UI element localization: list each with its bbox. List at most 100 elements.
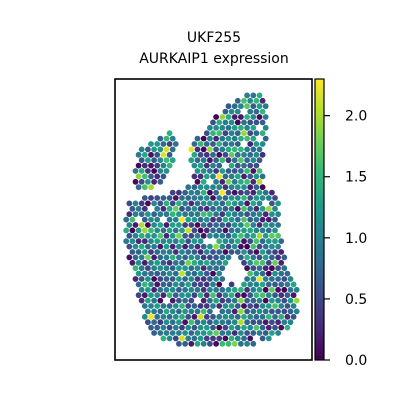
tissue-spot bbox=[262, 308, 269, 315]
tissue-spot bbox=[207, 200, 213, 207]
tissue-spot bbox=[213, 297, 220, 304]
tissue-spot bbox=[154, 227, 161, 234]
tissue-spot bbox=[141, 249, 148, 255]
tissue-spot bbox=[219, 265, 226, 272]
tissue-spot bbox=[253, 249, 260, 255]
tissue-spot bbox=[135, 173, 142, 180]
tissue-spot bbox=[219, 276, 226, 282]
colorbar-tick-label: 1.5 bbox=[345, 170, 367, 186]
tissue-spot bbox=[151, 265, 158, 272]
tissue-spot bbox=[185, 270, 192, 277]
tissue-spot bbox=[269, 297, 275, 304]
tissue-spot bbox=[166, 270, 173, 277]
tissue-spot bbox=[259, 130, 266, 137]
tissue-spot bbox=[191, 259, 198, 266]
tissue-spot bbox=[253, 324, 260, 331]
tissue-spot bbox=[138, 286, 145, 293]
tissue-spot bbox=[138, 265, 145, 272]
tissue-spot bbox=[216, 162, 223, 169]
tissue-spot bbox=[253, 270, 260, 277]
tissue-spot bbox=[253, 195, 260, 201]
tissue-spot bbox=[141, 238, 148, 245]
tissue-spot bbox=[129, 227, 136, 234]
tissue-spot bbox=[210, 205, 216, 212]
tissue-spot bbox=[256, 103, 263, 110]
tissue-spot bbox=[203, 292, 210, 299]
tissue-spot bbox=[269, 265, 275, 272]
tissue-spot bbox=[265, 205, 272, 212]
tissue-spot bbox=[148, 216, 154, 223]
tissue-spot bbox=[219, 168, 226, 174]
tissue-spot bbox=[191, 292, 198, 299]
tissue-spot bbox=[163, 157, 170, 164]
tissue-spot bbox=[203, 216, 210, 223]
tissue-spot bbox=[219, 254, 226, 261]
tissue-spot bbox=[157, 211, 164, 218]
tissue-spot bbox=[191, 227, 198, 234]
tissue-spot bbox=[185, 259, 192, 266]
tissue-spot bbox=[163, 200, 170, 207]
tissue-spot bbox=[185, 195, 192, 201]
tissue-spot bbox=[284, 313, 291, 320]
tissue-spot bbox=[176, 211, 182, 218]
tissue-spot bbox=[210, 313, 216, 320]
tissue-spot bbox=[135, 259, 142, 266]
tissue-spot bbox=[185, 303, 192, 309]
tissue-spot bbox=[238, 124, 244, 131]
tissue-spot bbox=[222, 313, 229, 320]
tissue-spot bbox=[253, 130, 260, 137]
tissue-spot bbox=[256, 222, 263, 228]
tissue-spot bbox=[256, 178, 263, 185]
tissue-spot bbox=[132, 211, 139, 218]
tissue-spot bbox=[182, 243, 189, 250]
tissue-spot bbox=[238, 232, 244, 239]
tissue-spot bbox=[213, 276, 220, 282]
tissue-spot bbox=[231, 286, 238, 293]
tissue-spot bbox=[241, 216, 247, 223]
tissue-spot bbox=[182, 330, 189, 336]
tissue-spot bbox=[126, 254, 133, 261]
tissue-spot bbox=[269, 243, 275, 250]
tissue-spot bbox=[244, 319, 251, 326]
tissue-spot bbox=[210, 151, 216, 158]
tissue-spot bbox=[141, 313, 148, 320]
tissue-spot bbox=[197, 184, 204, 191]
tissue-spot bbox=[225, 211, 232, 218]
tissue-spot bbox=[185, 249, 192, 255]
tissue-spot bbox=[256, 189, 263, 196]
tissue-spot bbox=[176, 189, 182, 196]
tissue-spot bbox=[216, 130, 223, 137]
colorbar-tick-label: 1.0 bbox=[345, 231, 367, 247]
tissue-spot bbox=[148, 249, 154, 255]
tissue-spot bbox=[141, 259, 148, 266]
tissue-spot bbox=[207, 157, 213, 164]
tissue-spot bbox=[222, 259, 229, 266]
tissue-spot bbox=[197, 216, 204, 223]
tissue-spot bbox=[213, 265, 220, 272]
tissue-spot bbox=[145, 319, 151, 326]
tissue-spot bbox=[172, 281, 179, 288]
tissue-spot bbox=[132, 232, 139, 239]
tissue-spot bbox=[194, 211, 201, 218]
tissue-spot bbox=[132, 276, 139, 282]
tissue-spot bbox=[244, 146, 251, 153]
tissue-spot bbox=[238, 114, 244, 120]
tissue-spot bbox=[250, 232, 257, 239]
tissue-spot bbox=[197, 335, 204, 342]
tissue-spot bbox=[141, 151, 148, 158]
tissue-spot bbox=[234, 141, 241, 147]
tissue-spot bbox=[219, 157, 226, 164]
tissue-spot bbox=[247, 195, 254, 201]
tissue-spot bbox=[259, 151, 266, 158]
tissue-spot bbox=[200, 211, 207, 218]
tissue-spot bbox=[275, 265, 281, 272]
tissue-spot bbox=[216, 119, 223, 126]
tissue-spot bbox=[272, 281, 278, 288]
colorbar-axis: 0.0 0.5 1.0 1.5 2.0 bbox=[324, 109, 367, 369]
tissue-spot bbox=[141, 303, 148, 309]
tissue-spot bbox=[250, 286, 257, 293]
tissue-spot bbox=[241, 184, 247, 191]
tissue-spot bbox=[169, 319, 176, 326]
tissue-spot bbox=[166, 162, 173, 169]
tissue-spot bbox=[160, 324, 167, 331]
